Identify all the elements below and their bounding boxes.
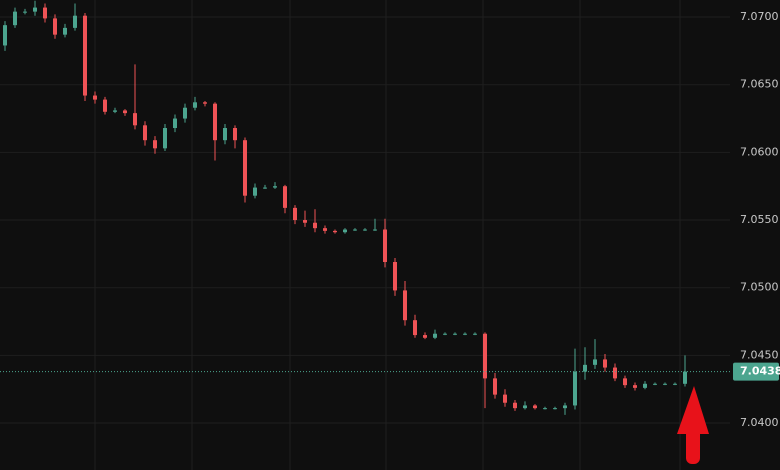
candle-body bbox=[173, 118, 177, 129]
candle-body bbox=[613, 367, 617, 379]
candle-body bbox=[273, 186, 277, 188]
candle-body bbox=[543, 408, 547, 410]
candle-body bbox=[63, 27, 67, 35]
candle-body bbox=[353, 229, 357, 231]
candle-body bbox=[313, 222, 317, 229]
y-tick-label: 7.0650 bbox=[740, 78, 779, 91]
time-grid bbox=[94, 0, 681, 470]
candle-body bbox=[213, 103, 217, 141]
y-tick-label: 7.0500 bbox=[740, 281, 779, 294]
candle-body bbox=[553, 408, 557, 410]
last-price-label: 7.0438 bbox=[740, 365, 780, 378]
candle-body bbox=[583, 364, 587, 372]
candle-body bbox=[483, 333, 487, 379]
candle-body bbox=[13, 11, 17, 26]
candle-body bbox=[463, 333, 467, 335]
candle-body bbox=[573, 371, 577, 406]
candle-body bbox=[493, 378, 497, 395]
y-tick-label: 7.0700 bbox=[740, 10, 779, 23]
candle-body bbox=[653, 383, 657, 385]
candle-body bbox=[503, 394, 507, 403]
candle-body bbox=[523, 405, 527, 409]
candle-body bbox=[73, 15, 77, 28]
candle-body bbox=[593, 359, 597, 365]
candle-body bbox=[373, 229, 377, 231]
y-tick-label: 7.0550 bbox=[740, 213, 779, 226]
candle-body bbox=[563, 405, 567, 409]
candle-body bbox=[533, 405, 537, 409]
red-arrow-annotation bbox=[677, 386, 709, 464]
candle-body bbox=[193, 102, 197, 108]
candle-body bbox=[253, 187, 257, 196]
candle-body bbox=[333, 230, 337, 233]
candle-body bbox=[643, 383, 647, 388]
candle-body bbox=[623, 378, 627, 386]
candle-body bbox=[383, 229, 387, 262]
arrow-head bbox=[677, 386, 709, 434]
candles bbox=[3, 0, 687, 415]
candle-body bbox=[233, 128, 237, 141]
candle-body bbox=[93, 95, 97, 100]
last-price-box bbox=[733, 362, 779, 381]
candle-body bbox=[123, 110, 127, 114]
candle-body bbox=[363, 229, 367, 231]
candle-body bbox=[143, 125, 147, 141]
candle-body bbox=[443, 333, 447, 335]
candle-body bbox=[303, 220, 307, 223]
candle-body bbox=[103, 99, 107, 112]
candle-body bbox=[473, 333, 477, 335]
candle-body bbox=[263, 187, 267, 189]
candle-body bbox=[113, 110, 117, 112]
y-tick-label: 7.0400 bbox=[740, 416, 779, 429]
candle-body bbox=[413, 320, 417, 336]
candle-body bbox=[83, 15, 87, 96]
candle-body bbox=[403, 290, 407, 321]
candle-body bbox=[683, 371, 687, 384]
candle-body bbox=[3, 25, 7, 46]
candle-body bbox=[603, 359, 607, 368]
candle-body bbox=[323, 228, 327, 231]
candle-body bbox=[43, 7, 47, 19]
candle-body bbox=[163, 128, 167, 149]
candle-body bbox=[183, 107, 187, 119]
candle-body bbox=[153, 140, 157, 149]
y-tick-label: 7.0450 bbox=[740, 348, 779, 361]
candle-body bbox=[243, 140, 247, 196]
candle-body bbox=[223, 128, 227, 141]
candle-body bbox=[203, 102, 207, 104]
candle-body bbox=[433, 333, 437, 338]
candle-body bbox=[423, 335, 427, 338]
candle-body bbox=[453, 333, 457, 335]
y-tick-label: 7.0600 bbox=[740, 145, 779, 158]
candle-body bbox=[673, 383, 677, 385]
candle-body bbox=[633, 385, 637, 388]
candle-body bbox=[133, 113, 137, 126]
candle-body bbox=[343, 229, 347, 233]
candle-body bbox=[663, 383, 667, 385]
candle-body bbox=[393, 261, 397, 291]
candle-body bbox=[33, 7, 37, 12]
candle-body bbox=[283, 186, 287, 208]
candle-body bbox=[23, 11, 27, 13]
candle-body bbox=[53, 18, 57, 35]
candle-body bbox=[293, 207, 297, 221]
arrow-shaft bbox=[686, 428, 700, 464]
candle-body bbox=[513, 402, 517, 409]
